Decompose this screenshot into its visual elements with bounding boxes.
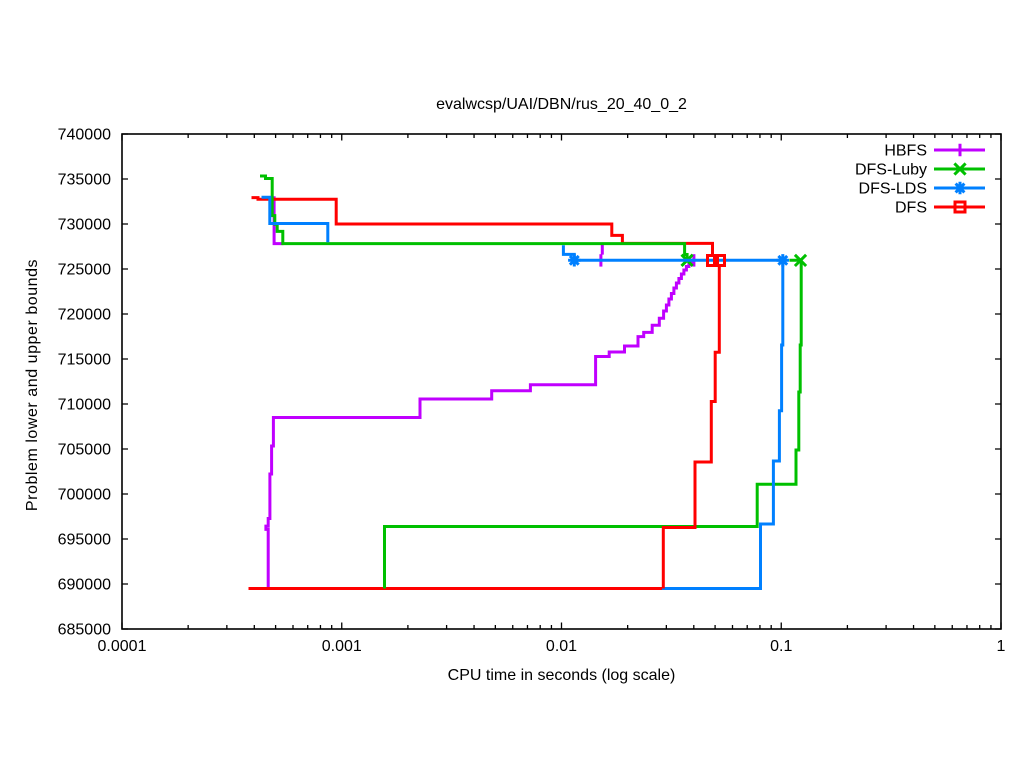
svg-text:710000: 710000	[58, 397, 111, 414]
svg-text:0.01: 0.01	[546, 638, 577, 655]
svg-text:HBFS: HBFS	[884, 143, 927, 160]
svg-text:735000: 735000	[58, 172, 111, 189]
svg-text:CPU time in seconds (log scale: CPU time in seconds (log scale)	[448, 667, 676, 684]
svg-text:Problem lower and upper bounds: Problem lower and upper bounds	[24, 259, 41, 511]
svg-text:685000: 685000	[58, 622, 111, 639]
svg-text:705000: 705000	[58, 442, 111, 459]
svg-text:0.1: 0.1	[770, 638, 792, 655]
svg-text:690000: 690000	[58, 577, 111, 594]
svg-text:740000: 740000	[58, 127, 111, 144]
svg-text:DFS: DFS	[895, 200, 927, 217]
svg-text:0.0001: 0.0001	[98, 638, 147, 655]
svg-text:715000: 715000	[58, 352, 111, 369]
svg-text:evalwcsp/UAI/DBN/rus_20_40_0_2: evalwcsp/UAI/DBN/rus_20_40_0_2	[436, 96, 687, 113]
svg-text:725000: 725000	[58, 262, 111, 279]
svg-text:730000: 730000	[58, 217, 111, 234]
svg-text:DFS-Luby: DFS-Luby	[855, 162, 927, 179]
svg-text:1: 1	[997, 638, 1006, 655]
svg-text:DFS-LDS: DFS-LDS	[859, 181, 927, 198]
svg-text:720000: 720000	[58, 307, 111, 324]
svg-text:700000: 700000	[58, 487, 111, 504]
svg-text:0.001: 0.001	[322, 638, 362, 655]
svg-text:695000: 695000	[58, 532, 111, 549]
